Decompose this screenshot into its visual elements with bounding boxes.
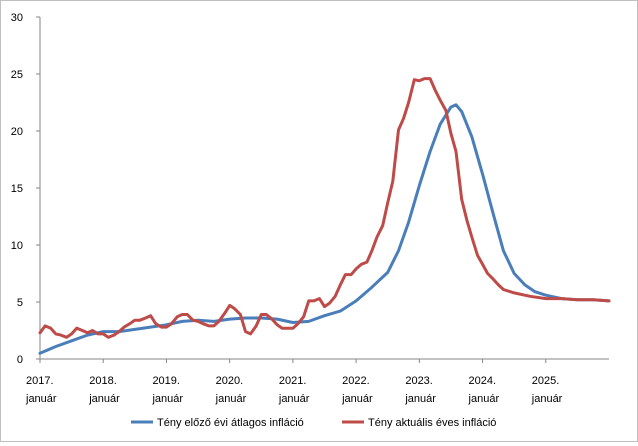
y-tick-label: 15 bbox=[11, 183, 23, 195]
x-tick-label-year: 2025. bbox=[532, 375, 560, 387]
legend-label: Tény előző évi átlagos infláció bbox=[157, 417, 304, 429]
x-tick-label-year: 2020. bbox=[216, 375, 244, 387]
x-tick-label-month: január bbox=[278, 393, 310, 405]
x-tick-label-month: január bbox=[531, 393, 563, 405]
x-tick-label-month: január bbox=[25, 393, 57, 405]
x-tick-label-year: 2018. bbox=[89, 375, 117, 387]
x-tick-label-year: 2017. bbox=[26, 375, 54, 387]
series-line-previous-year-average bbox=[38, 103, 611, 355]
y-tick-label: 25 bbox=[11, 69, 23, 81]
x-tick-label-month: január bbox=[215, 393, 247, 405]
series-layer bbox=[38, 77, 611, 355]
x-tick-label-year: 2022. bbox=[342, 375, 370, 387]
y-tick-label: 10 bbox=[11, 240, 23, 252]
x-tick-label-year: 2023. bbox=[405, 375, 433, 387]
x-tick-label-year: 2019. bbox=[152, 375, 180, 387]
x-tick-label-year: 2024. bbox=[469, 375, 497, 387]
y-tick-label: 0 bbox=[17, 354, 23, 366]
x-tick-label-month: január bbox=[468, 393, 500, 405]
legend-label: Tény aktuális éves infláció bbox=[368, 417, 496, 429]
y-tick-label: 20 bbox=[11, 126, 23, 138]
x-tick-label-month: január bbox=[151, 393, 183, 405]
x-tick-label-year: 2021. bbox=[279, 375, 307, 387]
series-line-current-annual bbox=[38, 77, 611, 339]
x-tick-label-month: január bbox=[404, 393, 436, 405]
legend: Tény előző évi átlagos infláció Tény aktu… bbox=[131, 417, 496, 429]
x-tick-label-month: január bbox=[88, 393, 120, 405]
axes: 0 5 10 15 20 25 30 2017. január 2018. január 2019. j… bbox=[11, 12, 609, 405]
y-tick-label: 5 bbox=[17, 297, 23, 309]
y-tick-label: 30 bbox=[11, 12, 23, 24]
x-tick-label-month: január bbox=[341, 393, 373, 405]
